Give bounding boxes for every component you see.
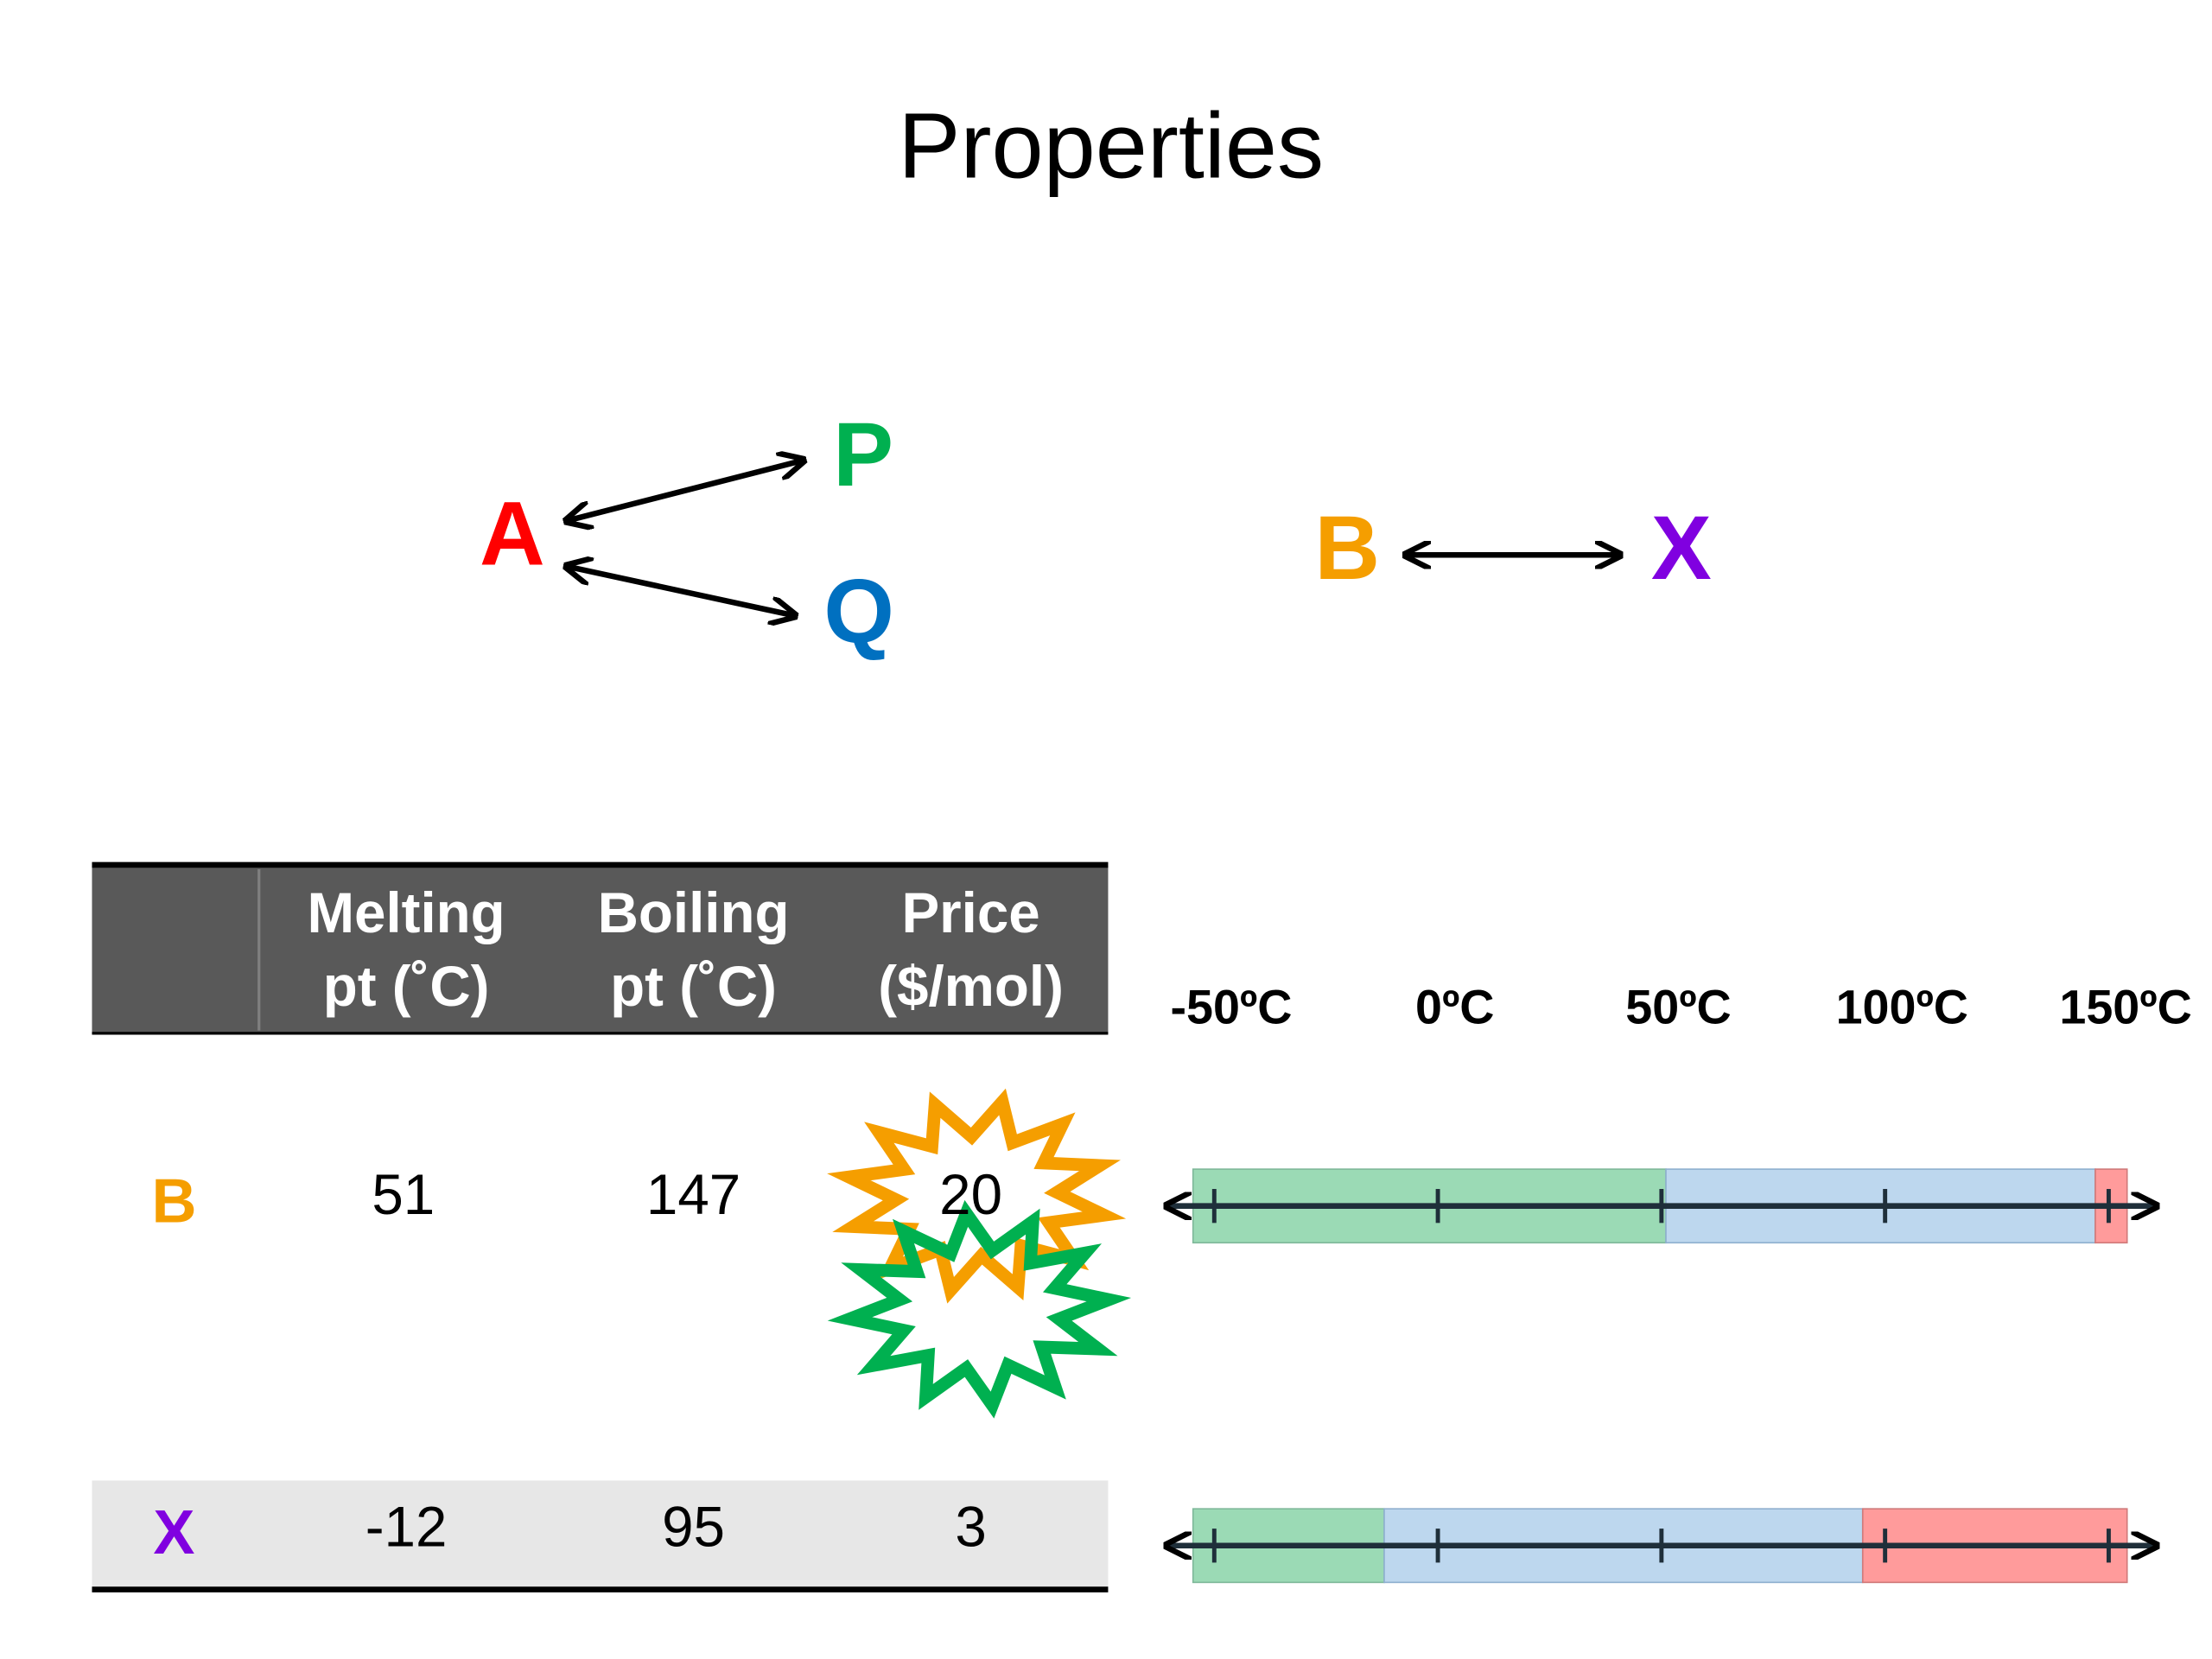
starburst xyxy=(827,1199,1132,1419)
reactant-b: B xyxy=(1314,498,1380,599)
header-cell: ($/mol) xyxy=(878,955,1064,1018)
table-header xyxy=(92,866,1109,1033)
product-p: P xyxy=(833,404,893,505)
tick-label: 150ºC xyxy=(2059,980,2191,1033)
header-cell: pt (˚C) xyxy=(610,955,777,1018)
row-background xyxy=(92,1480,1109,1588)
starburst xyxy=(827,1088,1127,1304)
reactant-a: A xyxy=(480,484,545,585)
slide-title: Properties xyxy=(898,93,1324,198)
table-cell: 147 xyxy=(646,1163,741,1226)
table-cell: 3 xyxy=(955,1496,986,1559)
starbursts xyxy=(827,1088,1132,1419)
tick-label: 50ºC xyxy=(1625,980,1731,1033)
tick-label: 0ºC xyxy=(1415,980,1494,1033)
header-cell: Melting xyxy=(307,881,505,944)
row-label: X xyxy=(153,1498,194,1567)
row-label: B xyxy=(151,1167,196,1236)
equilibrium-arrow xyxy=(566,566,795,615)
header-cell: Boiling xyxy=(598,881,790,944)
product-x: X xyxy=(1651,498,1712,599)
tick-label: -50ºC xyxy=(1170,980,1292,1033)
table-cell: 20 xyxy=(939,1163,1002,1226)
product-q: Q xyxy=(823,562,894,663)
equilibrium-arrow xyxy=(566,461,804,521)
table-cell: 95 xyxy=(662,1496,725,1559)
header-cell: Price xyxy=(901,881,1039,944)
tick-label: 100ºC xyxy=(1836,980,1968,1033)
header-cell: pt (˚C) xyxy=(323,955,490,1018)
table-cell: -12 xyxy=(365,1496,448,1559)
table-cell: 51 xyxy=(372,1163,435,1226)
